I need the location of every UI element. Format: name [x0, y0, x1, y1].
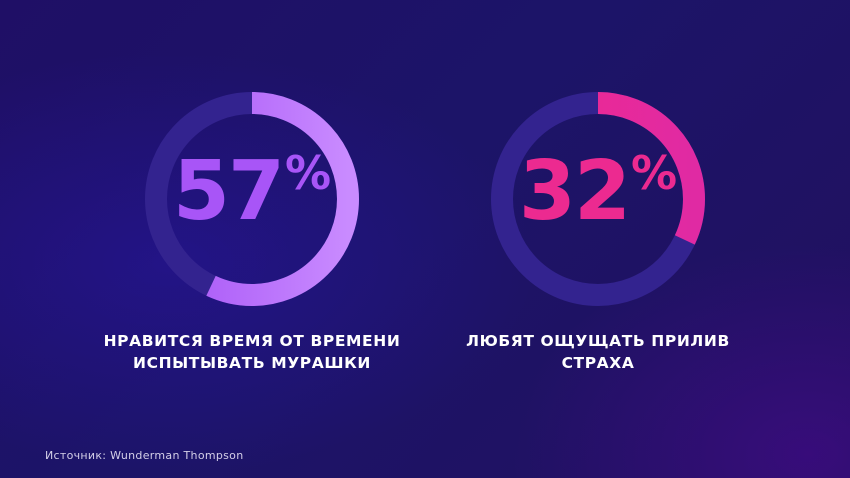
percent-sign: % [285, 146, 332, 200]
donut-value-arc [491, 92, 705, 306]
percentage-value: 57% [141, 150, 363, 233]
stat-block-1: 57% НРАВИТСЯ ВРЕМЯ ОТ ВРЕМЕНИ ИСПЫТЫВАТЬ… [87, 88, 417, 374]
percentage-value: 32% [487, 150, 709, 233]
donut-svg-2 [491, 92, 705, 306]
caption-line: НРАВИТСЯ ВРЕМЯ ОТ ВРЕМЕНИ [103, 332, 401, 350]
donut-chart-1: 57% [141, 88, 363, 310]
donut-chart-2: 32% [487, 88, 709, 310]
stat-block-2: 32% ЛЮБЯТ ОЩУЩАТЬ ПРИЛИВ СТРАХА [433, 88, 763, 374]
caption-line: ЛЮБЯТ ОЩУЩАТЬ ПРИЛИВ [466, 332, 730, 350]
stat-caption: ЛЮБЯТ ОЩУЩАТЬ ПРИЛИВ СТРАХА [433, 330, 763, 374]
percent-sign: % [631, 146, 678, 200]
source-note: Источник: Wunderman Thompson [45, 449, 244, 462]
caption-line: ИСПЫТЫВАТЬ МУРАШКИ [133, 354, 371, 372]
stat-caption: НРАВИТСЯ ВРЕМЯ ОТ ВРЕМЕНИ ИСПЫТЫВАТЬ МУР… [87, 330, 417, 374]
donut-svg-1 [145, 92, 359, 306]
percentage-number: 32 [518, 144, 631, 239]
caption-line: СТРАХА [561, 354, 635, 372]
donut-value-arc [145, 92, 359, 306]
percentage-number: 57 [172, 144, 285, 239]
